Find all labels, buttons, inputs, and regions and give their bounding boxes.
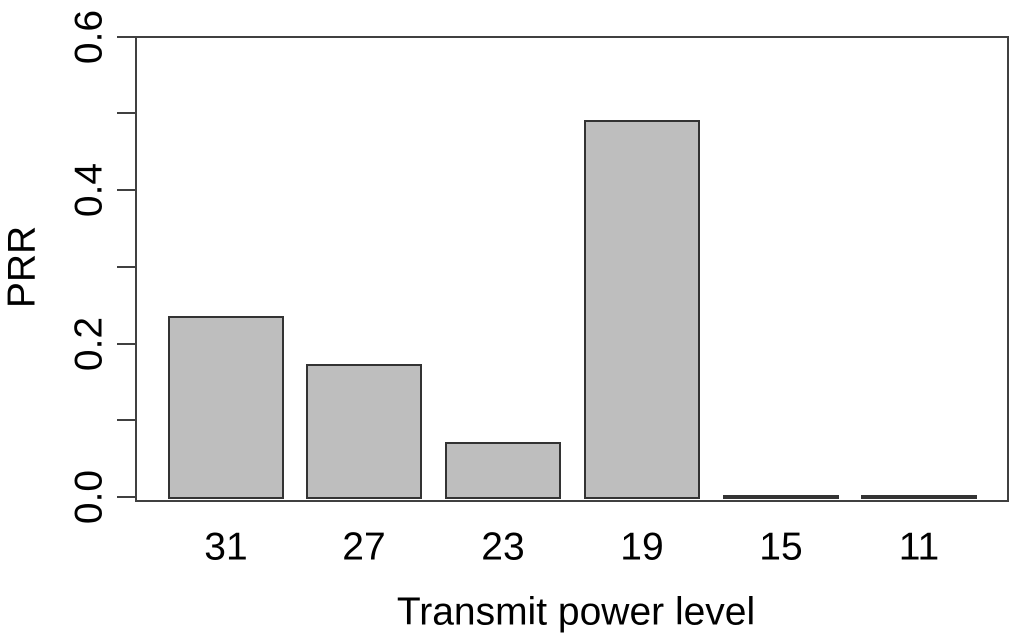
y-tick-0.3: [117, 266, 135, 268]
y-tick-0.4: [117, 189, 135, 191]
x-tick-label-11: 11: [898, 525, 940, 569]
bar-19: [584, 120, 700, 499]
y-tick-label-0.2: 0.2: [67, 316, 111, 372]
y-axis-title: PRR: [0, 225, 44, 309]
bar-27: [306, 364, 422, 499]
y-tick-0.1: [117, 419, 135, 421]
x-tick-label-23: 23: [481, 525, 525, 569]
bar-11: [861, 495, 977, 499]
y-tick-0: [117, 496, 135, 498]
y-tick-0.5: [117, 112, 135, 114]
y-tick-0.2: [117, 343, 135, 345]
x-axis-title: Transmit power level: [396, 590, 756, 634]
x-tick-label-19: 19: [620, 525, 664, 569]
bar-31: [168, 316, 284, 499]
x-tick-label-31: 31: [204, 525, 248, 569]
y-tick-label-0.6: 0.6: [67, 9, 111, 65]
x-tick-label-27: 27: [342, 525, 386, 569]
bar-15: [723, 495, 839, 499]
x-tick-label-15: 15: [759, 525, 803, 569]
y-tick-label-0.0: 0.0: [67, 469, 111, 525]
bar-23: [445, 442, 561, 499]
y-tick-label-0.4: 0.4: [67, 162, 111, 218]
y-tick-0.6: [117, 36, 135, 38]
